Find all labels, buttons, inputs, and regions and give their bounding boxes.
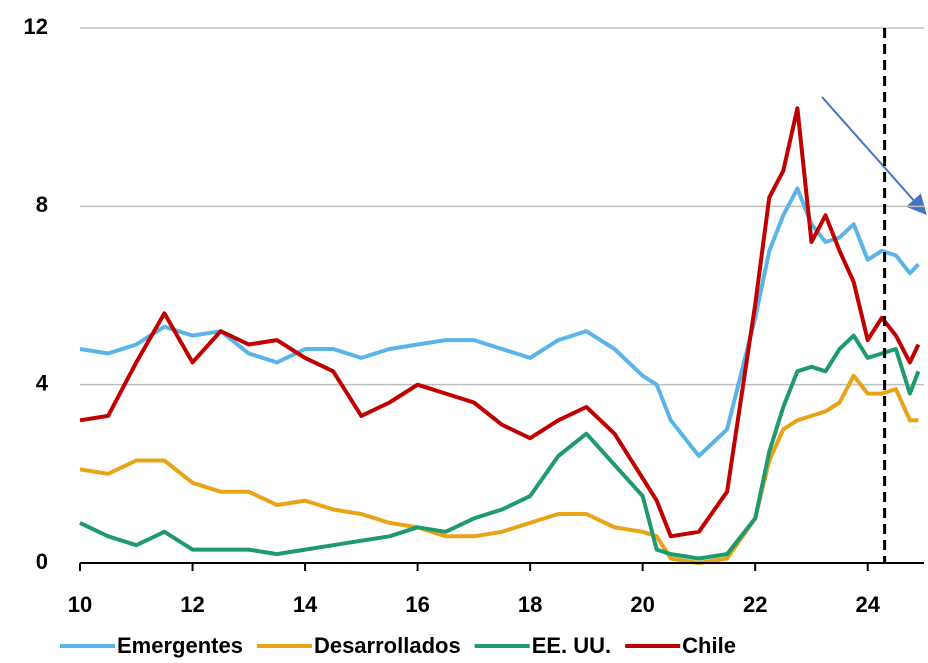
- x-tick-label: 16: [405, 592, 429, 617]
- legend-label: EE. UU.: [532, 633, 611, 658]
- series-line: [79, 106, 921, 539]
- y-tick-label: 0: [36, 549, 48, 574]
- legend-label: Chile: [682, 633, 736, 658]
- legend-label: Desarrollados: [314, 633, 461, 658]
- x-tick-label: 24: [855, 592, 880, 617]
- y-tick-label: 4: [36, 370, 49, 395]
- x-tick-label: 22: [743, 592, 767, 617]
- x-tick-label: 18: [518, 592, 542, 617]
- y-tick-label: 12: [24, 14, 48, 39]
- legend: Emergentes Desarrollados EE. UU. Chile: [60, 633, 736, 658]
- x-tick-label: 10: [68, 592, 92, 617]
- series-line: [79, 186, 920, 458]
- x-tick-label: 14: [293, 592, 318, 617]
- x-tick-label: 12: [180, 592, 204, 617]
- arrow: [821, 96, 927, 215]
- series-line: [79, 373, 919, 565]
- y-tick-label: 8: [36, 192, 48, 217]
- series-line: [79, 333, 921, 561]
- legend-label: Emergentes: [117, 633, 243, 658]
- x-tick-label: 20: [630, 592, 654, 617]
